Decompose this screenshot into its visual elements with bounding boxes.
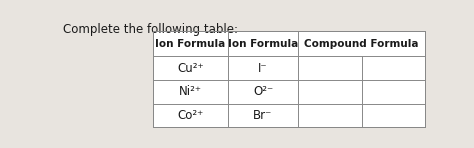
Text: Co²⁺: Co²⁺	[177, 109, 203, 122]
Text: Compound Formula: Compound Formula	[304, 39, 419, 49]
Bar	[153, 31, 425, 127]
Text: Complete the following table:: Complete the following table:	[63, 23, 238, 36]
Text: Ion Formula: Ion Formula	[228, 39, 298, 49]
Text: Ion Formula: Ion Formula	[155, 39, 226, 49]
Text: I⁻: I⁻	[258, 62, 268, 75]
Text: Cu²⁺: Cu²⁺	[177, 62, 204, 75]
Text: Br⁻: Br⁻	[253, 109, 273, 122]
Text: Ni²⁺: Ni²⁺	[179, 85, 202, 98]
Text: O²⁻: O²⁻	[253, 85, 273, 98]
